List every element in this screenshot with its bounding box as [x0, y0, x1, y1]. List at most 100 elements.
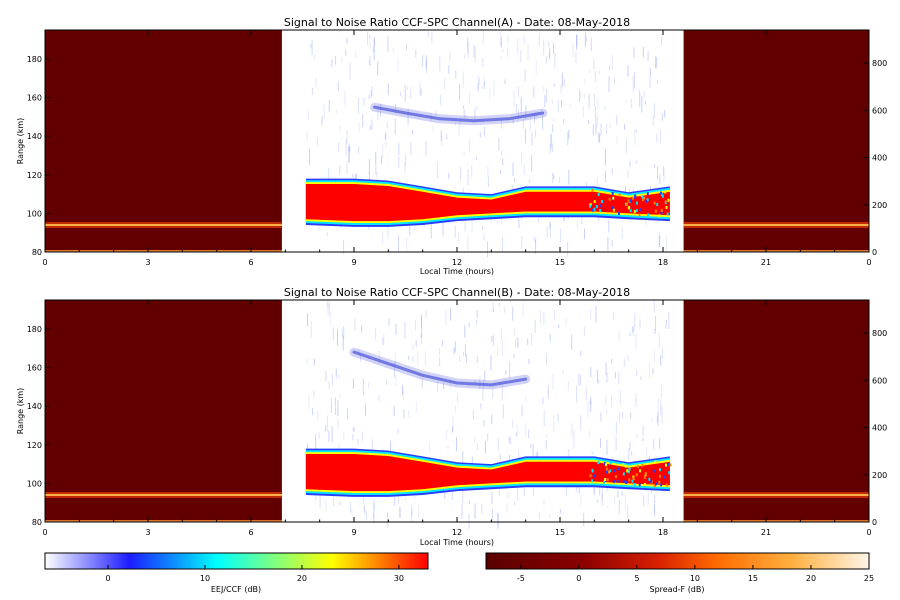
- channel-b-eej-speck: [654, 460, 657, 464]
- channel-b-noise-speck: [474, 503, 476, 519]
- channel-b-spread-f-bottom-line: [683, 520, 869, 522]
- channel-b-noise-speck: [318, 431, 320, 440]
- channel-a-noise-speck: [500, 31, 502, 46]
- channel-a-plot: [45, 30, 869, 258]
- channel-a-noise-speck: [358, 122, 360, 133]
- channel-a-noise-speck: [460, 166, 462, 182]
- channel-b-noise-speck: [628, 448, 630, 461]
- channel-b-noise-speck: [599, 483, 601, 496]
- channel-b-noise-speck: [623, 358, 625, 367]
- channel-a-noise-speck: [455, 70, 457, 79]
- spread-f-colorbar-label: Spread-F (dB): [649, 585, 704, 594]
- channel-b-noise-speck: [450, 307, 451, 321]
- channel-b-noise-speck: [627, 354, 629, 362]
- channel-a-noise-speck: [554, 57, 556, 69]
- spread-f-colorbar-tick-label: 20: [806, 574, 816, 583]
- channel-b-noise-speck: [397, 428, 399, 434]
- channel-a-noise-speck: [549, 228, 551, 238]
- channel-a-noise-speck: [616, 115, 618, 125]
- channel-a-noise-speck: [326, 232, 328, 236]
- channel-a-eej-speck: [612, 208, 615, 212]
- channel-a-y-right-tick-label: 200: [872, 201, 887, 210]
- channel-b-noise-speck: [659, 438, 661, 449]
- channel-b-noise-speck: [534, 319, 536, 333]
- channel-a-noise-speck: [414, 221, 416, 232]
- channel-a-noise-speck: [343, 239, 345, 255]
- channel-a-noise-speck: [469, 92, 471, 105]
- channel-b-noise-speck: [334, 397, 336, 408]
- channel-b-eej-speck: [644, 483, 646, 486]
- channel-a-eej-speck: [627, 206, 630, 210]
- channel-b-noise-speck: [450, 378, 452, 390]
- channel-a-noise-speck: [448, 173, 450, 180]
- channel-b-noise-speck: [462, 451, 464, 463]
- channel-b-noise-speck: [646, 447, 648, 459]
- channel-a-noise-speck: [405, 154, 407, 166]
- channel-b-eej-speck: [609, 469, 612, 473]
- channel-a-eej-speck: [612, 196, 615, 200]
- channel-b-noise-speck: [601, 487, 603, 500]
- channel-b-noise-speck: [651, 418, 653, 423]
- channel-a-eej-speck: [665, 206, 668, 209]
- channel-a-noise-speck: [549, 144, 551, 155]
- channel-a-noise-speck: [446, 133, 448, 140]
- channel-b-eej-speck: [653, 484, 656, 488]
- channel-b-eej-speck: [591, 479, 593, 483]
- channel-a-y-right-tick-label: 600: [872, 106, 887, 115]
- channel-a-noise-speck: [368, 60, 370, 66]
- channel-b-eej-speck: [603, 462, 606, 465]
- channel-a-noise-speck: [584, 78, 586, 84]
- channel-b-noise-speck: [446, 429, 448, 439]
- channel-a-y-tick-label: 100: [27, 209, 42, 218]
- channel-b-noise-speck: [330, 398, 332, 413]
- channel-b-noise-speck: [474, 379, 476, 384]
- channel-b-noise-speck: [606, 486, 608, 492]
- channel-a-noise-speck: [625, 139, 627, 154]
- channel-b-spread-f-bottom-line: [45, 520, 282, 522]
- channel-b-noise-speck: [615, 436, 617, 451]
- channel-b-eej-speck: [613, 469, 616, 473]
- channel-a-noise-speck: [349, 146, 351, 152]
- channel-a-noise-speck: [440, 95, 442, 105]
- channel-b-y-right-tick-label: 400: [872, 424, 887, 433]
- channel-a-noise-speck: [567, 242, 569, 257]
- channel-b-noise-speck: [482, 388, 484, 401]
- channel-a-noise-speck: [548, 52, 550, 60]
- channel-b-noise-speck: [335, 368, 337, 378]
- channel-b-eej-speck: [627, 470, 630, 474]
- channel-a-noise-speck: [341, 58, 343, 63]
- channel-a-noise-speck: [369, 124, 371, 131]
- channel-b-noise-speck: [325, 500, 327, 512]
- channel-b-noise-speck: [589, 399, 591, 413]
- channel-a-noise-speck: [465, 115, 467, 119]
- channel-a-noise-speck: [368, 173, 370, 183]
- channel-b-y-right-tick-label: 0: [872, 518, 877, 527]
- channel-b-noise-speck: [521, 404, 523, 417]
- channel-b-noise-speck: [493, 334, 495, 346]
- channel-b-noise-speck: [468, 322, 470, 328]
- channel-a-noise-speck: [560, 84, 562, 93]
- channel-b-eej-speck: [622, 480, 625, 483]
- channel-a-noise-speck: [607, 236, 609, 251]
- channel-b-eej-speck: [659, 468, 661, 472]
- channel-a-eej-speck: [618, 193, 621, 197]
- channel-b-y-tick-label: 120: [27, 441, 42, 450]
- channel-b-eej-speck: [593, 474, 596, 478]
- channel-b-noise-speck: [587, 401, 589, 418]
- channel-a-noise-speck: [656, 134, 658, 143]
- channel-a-noise-speck: [649, 76, 651, 89]
- channel-a-noise-speck: [504, 79, 506, 84]
- channel-b-noise-speck: [490, 355, 492, 371]
- channel-a-noise-speck: [373, 36, 375, 53]
- channel-b-noise-speck: [393, 406, 395, 417]
- channel-a-noise-speck: [449, 52, 451, 62]
- channel-b-noise-speck: [353, 427, 355, 432]
- channel-b-spread-f-block: [45, 300, 282, 522]
- channel-b-noise-speck: [579, 374, 581, 385]
- channel-b-noise-speck: [543, 311, 545, 326]
- channel-a-noise-speck: [616, 135, 618, 144]
- channel-a-noise-speck: [525, 105, 527, 120]
- channel-a-noise-speck: [661, 113, 663, 121]
- channel-b-noise-speck: [660, 354, 662, 366]
